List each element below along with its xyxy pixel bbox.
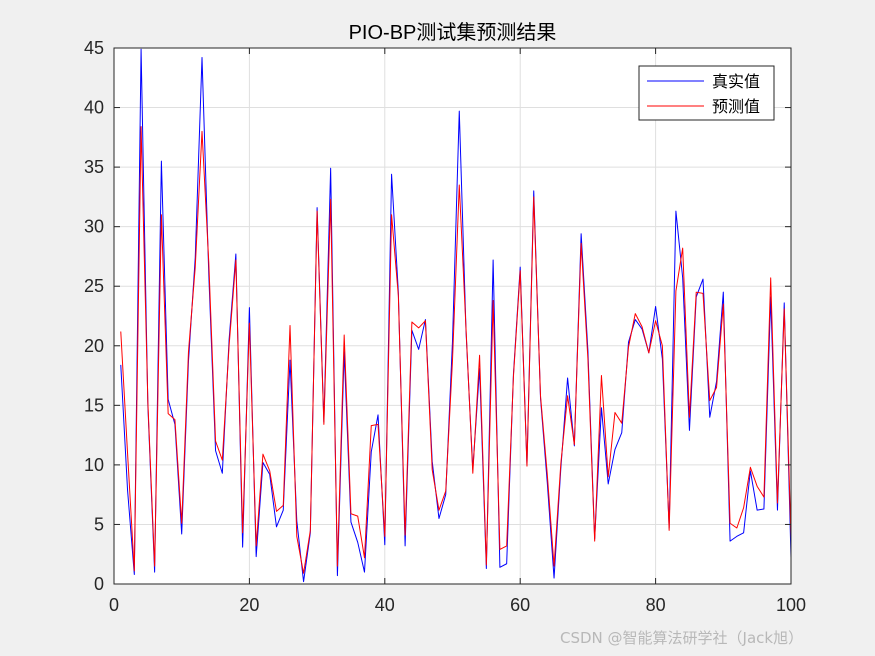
- xtick-label: 100: [776, 595, 806, 615]
- legend-label-predicted: 预测值: [712, 97, 760, 116]
- xtick-label: 60: [510, 595, 530, 615]
- ytick-label: 30: [84, 217, 104, 237]
- ytick-label: 5: [94, 514, 104, 534]
- series-layer: [120, 48, 792, 583]
- ytick-label: 0: [94, 574, 104, 594]
- legend-box: [638, 65, 775, 121]
- xtick-label: 20: [239, 595, 259, 615]
- ytick-label: 35: [84, 157, 104, 177]
- chart-title: PIO-BP测试集预测结果: [349, 21, 557, 44]
- ytick-label: 20: [84, 336, 104, 356]
- ytick-label: 25: [84, 276, 104, 296]
- ytick-label: 45: [84, 38, 104, 58]
- plot-area: [114, 48, 791, 584]
- xtick-label: 40: [375, 595, 395, 615]
- ytick-label: 40: [84, 98, 104, 118]
- legend: 真实值 预测值: [638, 65, 775, 121]
- axes-box: [113, 47, 792, 585]
- series-line-predicted: [120, 126, 792, 574]
- ytick-label: 10: [84, 455, 104, 475]
- ticks: 0 5 10 15 20 25 30 35 40 45 0 20 40 60 80 100: [84, 38, 806, 615]
- ytick-label: 15: [84, 395, 104, 415]
- legend-label-actual: 真实值: [712, 72, 760, 91]
- watermark: CSDN @智能算法研学社（Jack旭）: [560, 629, 803, 647]
- xtick-label: 0: [109, 595, 119, 615]
- xtick-label: 80: [646, 595, 666, 615]
